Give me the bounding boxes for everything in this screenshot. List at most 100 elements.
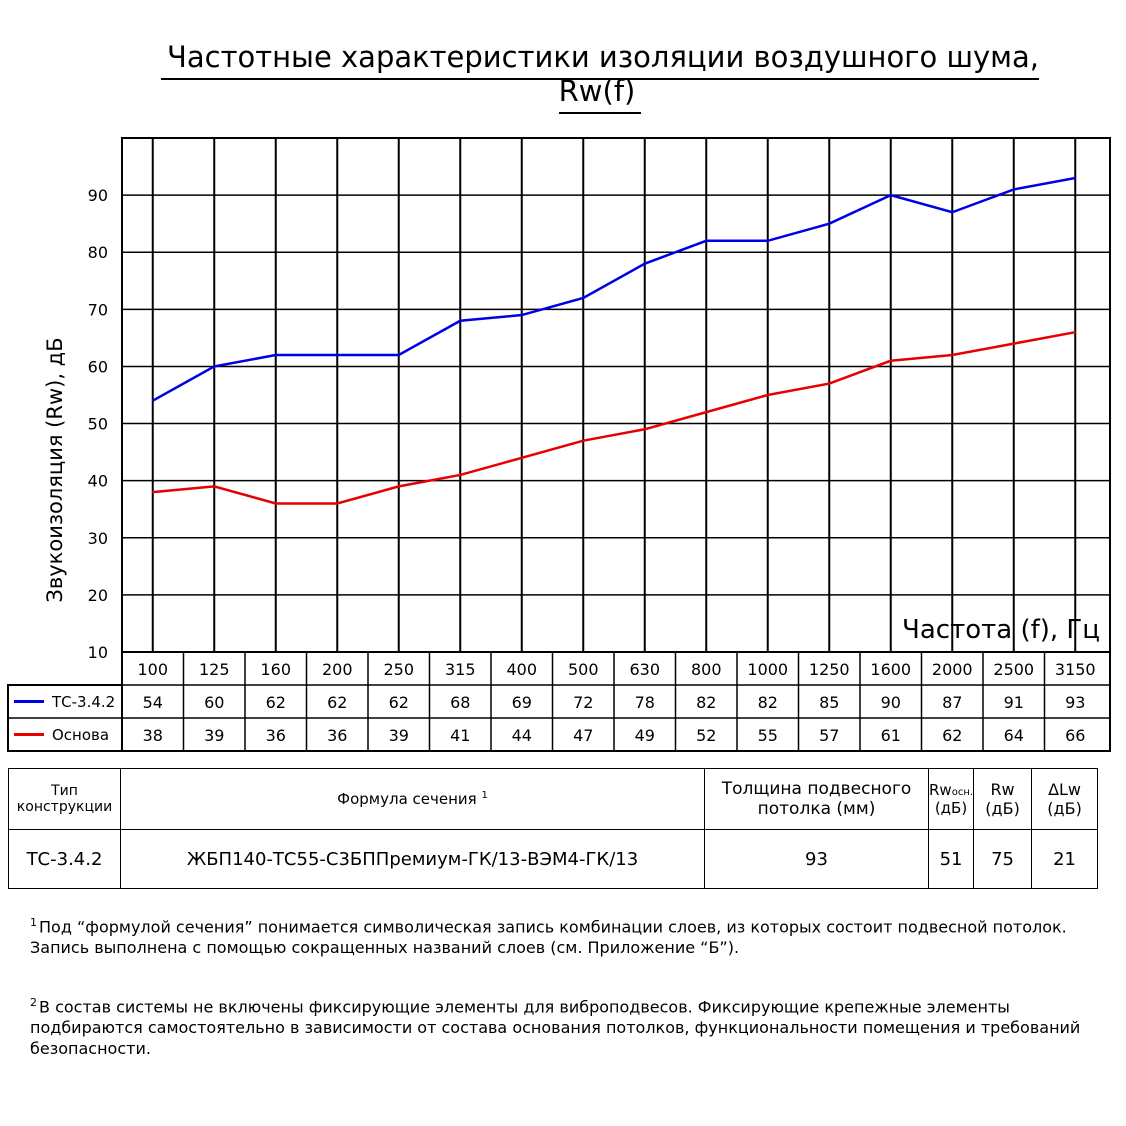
x-tick-label: 800 [691,660,722,679]
data-point [459,474,462,476]
data-point [582,439,585,442]
data-label: 39 [389,726,409,745]
data-point [274,502,277,505]
legend-label: ТС-3.4.2 [51,693,115,711]
data-label: 72 [573,693,593,712]
data-label: 36 [327,726,347,745]
data-point [520,314,523,316]
y-tick-label: 50 [88,415,108,434]
y-tick-label: 70 [88,300,108,319]
col-formula-header: Формула сечения 1 [120,768,705,830]
x-tick-label: 315 [445,660,476,679]
data-point [213,485,216,488]
data-label: 78 [635,693,655,712]
data-point [1012,188,1015,191]
data-label: 57 [819,726,839,745]
data-point [766,394,769,396]
x-tick-label: 400 [506,660,537,679]
y-tick-label: 20 [88,586,108,605]
row-delta: 21 [1031,829,1099,889]
data-point [828,222,831,225]
x-tick-label: 1000 [747,660,788,679]
data-point [520,457,523,459]
x-tick-label: 1250 [809,660,850,679]
y-tick-label: 60 [88,357,108,376]
x-tick-label: 100 [137,660,168,679]
row-rw-base: 51 [927,829,975,889]
legend-label: Основа [52,726,109,744]
data-point [828,382,831,385]
data-label: 52 [696,726,716,745]
data-table: 100 125 160 200 250 315 400 500 630 800 1000 1250 16… [7,651,1111,752]
data-point [397,354,400,356]
data-point [951,354,954,356]
x-tick-label: 250 [383,660,414,679]
data-label: 36 [266,726,286,745]
row-formula: ЖБП140-ТС55-С3БППремиум-ГК/13-ВЭМ4-ГК/13 [120,829,705,889]
data-point [643,262,646,265]
data-label: 62 [266,693,286,712]
series-line-1 [152,330,1076,505]
data-point [766,240,769,242]
data-point [1074,177,1077,179]
x-tick-label: 500 [568,660,599,679]
x-tick-label: 1600 [870,660,911,679]
data-point [1074,331,1077,333]
data-point [213,365,216,368]
spec-table: Тип конструкции Формула сечения 1 Толщин… [8,768,1099,889]
x-tick-label: 3150 [1055,660,1096,679]
y-tick-label: 30 [88,529,108,548]
footnote-1: 1 Под “формулой сечения” понимается симво… [30,916,1067,958]
data-point [336,502,339,505]
data-label: 47 [573,726,593,745]
data-label: 66 [1065,726,1085,745]
col-delta-header: ΔLw (дБ) [1031,768,1099,830]
x-tick-label: 160 [260,660,291,679]
y-tick-labels: 10 20 30 40 50 60 70 80 90 [88,186,108,662]
row-thickness: 93 [704,829,929,889]
data-label: 44 [512,726,532,745]
col-thickness-header: Толщина подвесного потолка (мм) [704,768,929,830]
data-point [151,399,154,402]
data-label: 90 [881,693,901,712]
y-tick-label: 10 [88,643,108,662]
x-tick-label: 630 [629,660,660,679]
y-tick-label: 80 [88,243,108,262]
col-type-header: Тип конструкции [8,768,121,830]
series-line-0 [152,176,1076,402]
data-label: 85 [819,693,839,712]
data-point [151,491,154,493]
data-point [951,211,954,214]
data-label: 82 [696,693,716,712]
data-point [643,428,646,431]
data-label: 61 [881,726,901,745]
data-point [705,411,708,413]
data-label: 62 [327,693,347,712]
frequency-chart: 10 20 30 40 50 60 70 80 90 100 125 160 200 250 315 400… [7,137,1111,752]
data-point [397,485,400,488]
plot-frame [121,137,1111,653]
data-label: 93 [1065,693,1085,712]
x-tick-label: 2500 [993,660,1034,679]
series-lines [151,176,1077,505]
data-label: 64 [1004,726,1024,745]
data-label: 60 [204,693,224,712]
data-label: 39 [204,726,224,745]
data-label: 55 [758,726,778,745]
data-label: 49 [635,726,655,745]
data-label: 82 [758,693,778,712]
data-label: 38 [143,726,163,745]
chart-grid [121,137,1111,653]
data-point [582,297,585,299]
data-point [889,194,892,196]
data-label: 62 [389,693,409,712]
x-tick-label: 200 [322,660,353,679]
row-type: ТС-3.4.2 [8,829,121,889]
data-label: 91 [1004,693,1024,712]
y-tick-label: 40 [88,472,108,491]
data-label: 62 [942,726,962,745]
y-tick-label: 90 [88,186,108,205]
data-label: 87 [942,693,962,712]
y-axis-label: Звукоизоляция (Rw), дБ [43,337,67,602]
